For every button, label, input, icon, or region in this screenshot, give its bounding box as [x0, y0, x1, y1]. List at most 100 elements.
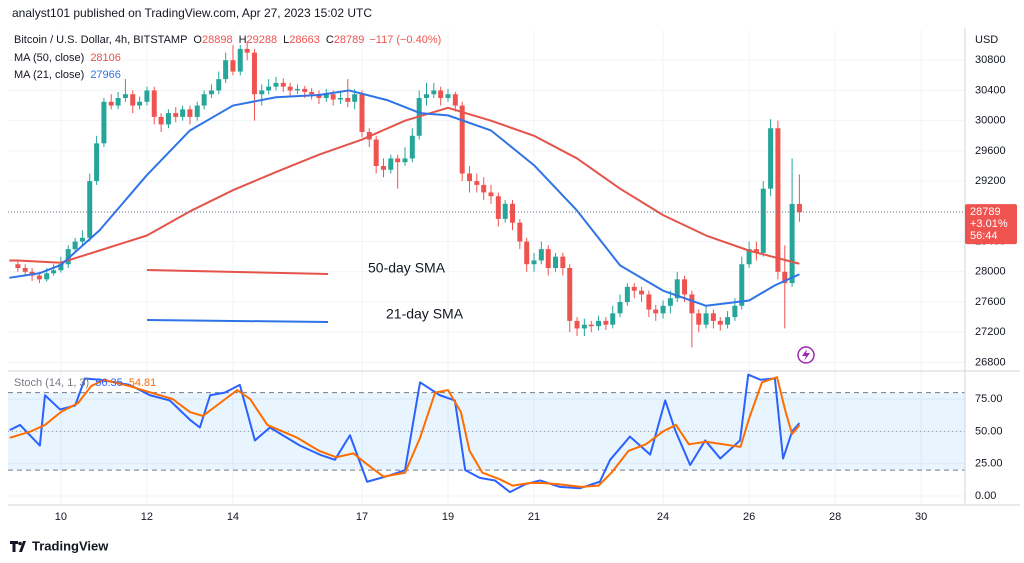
legend-item: 28789 — [334, 34, 365, 46]
candle-body — [474, 181, 480, 185]
annotation-line — [146, 319, 329, 323]
x-tick-label: 28 — [829, 511, 841, 523]
candle-body — [588, 324, 594, 327]
candle-body — [130, 94, 136, 106]
candle-body — [502, 203, 508, 219]
candle-body — [646, 294, 652, 310]
candle-body — [531, 260, 537, 265]
legend: Bitcoin / U.S. Dollar, 4h, BITSTAMP O2889… — [14, 34, 441, 46]
candle-body — [144, 90, 150, 102]
y-tick-label: 29200 — [975, 175, 1006, 187]
candle-body — [373, 139, 379, 166]
candle-body — [302, 88, 308, 92]
candle-body — [445, 94, 451, 98]
candle-body — [380, 166, 386, 170]
candle-body — [402, 158, 408, 163]
candle-body — [201, 94, 207, 106]
candle-body — [409, 135, 415, 159]
y-tick-label: 30400 — [975, 84, 1006, 96]
legend-item: C — [326, 34, 334, 46]
candle-body — [273, 82, 279, 87]
candle-body — [431, 90, 437, 95]
candle-body — [395, 158, 401, 163]
y-tick-label: 27200 — [975, 326, 1006, 338]
legend-item: 29288 — [247, 34, 278, 46]
candle-body — [280, 82, 286, 87]
x-tick-label: 17 — [356, 511, 368, 523]
alert-icon[interactable] — [797, 346, 815, 364]
candle-body — [775, 128, 781, 272]
y-tick-label: 50.00 — [975, 425, 1003, 437]
candle-body — [122, 94, 128, 98]
candle-body — [739, 264, 745, 306]
annotation: 50-day SMA — [368, 260, 446, 276]
candle-body — [208, 90, 214, 95]
legend-item: O — [193, 34, 202, 46]
candle-body — [703, 313, 709, 325]
x-tick-label: 30 — [915, 511, 927, 523]
legend-item: MA (50, close) — [14, 52, 84, 64]
marks — [8, 41, 965, 494]
candle-body — [173, 113, 179, 117]
candle-body — [617, 302, 623, 314]
legend-item: 28663 — [289, 34, 320, 46]
candle-body — [294, 88, 300, 91]
candle-body — [65, 249, 71, 265]
candle-body — [194, 105, 200, 117]
candle-body — [337, 98, 343, 100]
candle-body — [44, 273, 50, 280]
candle-body — [467, 173, 473, 182]
candle-body — [481, 184, 487, 193]
x-tick-label: 19 — [442, 511, 454, 523]
candle-body — [151, 90, 157, 117]
candle-body — [438, 90, 444, 98]
candle-body — [165, 113, 171, 125]
candle-body — [660, 305, 666, 314]
candle-body — [667, 298, 673, 306]
candle-body — [459, 105, 465, 174]
candle-body — [603, 320, 609, 325]
candle-body — [330, 94, 336, 100]
candle-body — [581, 324, 587, 329]
legend-item: H — [239, 34, 247, 46]
legend-item: 54.81 — [129, 377, 157, 389]
y-tick-label: 0.00 — [975, 490, 996, 502]
candle-body — [359, 94, 365, 132]
legend: Stoch (14, 1, 3) 56.35 54.81 — [14, 377, 156, 389]
candle-body — [674, 279, 680, 299]
stoch-band — [8, 392, 965, 471]
legend-item: L — [283, 34, 289, 46]
candle-body — [596, 320, 602, 327]
legend: MA (21, close) 27966 — [14, 69, 121, 81]
candle-body — [423, 94, 429, 98]
line-series — [9, 106, 800, 265]
candle-body — [266, 86, 272, 91]
candle-body — [782, 271, 788, 284]
legend-item: 27966 — [90, 69, 121, 81]
candle-body — [251, 52, 257, 95]
candle-body — [452, 94, 458, 106]
footer: TradingView — [32, 538, 109, 553]
candle-body — [653, 309, 659, 314]
line-series — [9, 376, 801, 488]
legend-item: 28106 — [90, 52, 121, 64]
candle-body — [259, 90, 265, 95]
candle-body — [624, 286, 630, 302]
candle-body — [108, 101, 114, 106]
y-tick-label: 28000 — [975, 266, 1006, 278]
candle-body — [631, 286, 637, 291]
candle-body — [768, 128, 774, 189]
candle-body — [309, 91, 315, 95]
x-tick-label: 21 — [528, 511, 540, 523]
candle-body — [696, 313, 702, 325]
candle-body — [287, 86, 293, 91]
legend-item: −117 — [369, 34, 393, 46]
candle-body — [524, 241, 530, 265]
candle-body — [316, 94, 322, 98]
candle-body — [682, 279, 688, 295]
candle-body — [180, 109, 186, 117]
candle-body — [352, 94, 358, 102]
y-axis-label: USD — [975, 34, 998, 46]
candle-body — [753, 249, 759, 253]
candle-body — [94, 143, 100, 182]
